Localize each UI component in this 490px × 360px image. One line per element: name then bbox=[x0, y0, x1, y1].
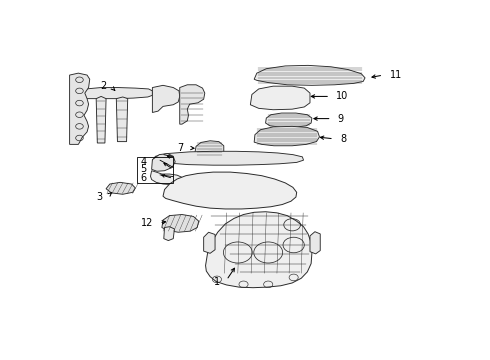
Polygon shape bbox=[195, 141, 224, 157]
Polygon shape bbox=[116, 97, 128, 141]
Polygon shape bbox=[162, 215, 199, 232]
Polygon shape bbox=[106, 183, 135, 194]
Text: 1: 1 bbox=[214, 276, 220, 287]
Polygon shape bbox=[96, 96, 106, 143]
Text: 8: 8 bbox=[341, 134, 346, 144]
Bar bbox=[137, 157, 173, 183]
Polygon shape bbox=[70, 73, 90, 144]
Polygon shape bbox=[254, 126, 319, 146]
Text: 4: 4 bbox=[140, 157, 147, 167]
Text: 2: 2 bbox=[100, 81, 106, 91]
Text: 11: 11 bbox=[390, 70, 402, 80]
Text: 9: 9 bbox=[338, 114, 344, 123]
Polygon shape bbox=[151, 153, 175, 171]
Polygon shape bbox=[79, 87, 152, 99]
Polygon shape bbox=[310, 232, 320, 254]
Text: 10: 10 bbox=[336, 91, 348, 102]
Polygon shape bbox=[150, 171, 183, 185]
Polygon shape bbox=[206, 212, 312, 288]
Text: 5: 5 bbox=[140, 165, 147, 175]
Polygon shape bbox=[163, 172, 297, 209]
Polygon shape bbox=[204, 232, 215, 253]
Text: 7: 7 bbox=[177, 143, 184, 153]
Polygon shape bbox=[266, 113, 312, 127]
Polygon shape bbox=[152, 85, 180, 112]
Text: 12: 12 bbox=[141, 219, 153, 228]
Polygon shape bbox=[164, 227, 174, 240]
Polygon shape bbox=[250, 86, 310, 110]
Polygon shape bbox=[152, 151, 303, 165]
Text: 3: 3 bbox=[96, 192, 102, 202]
Polygon shape bbox=[254, 66, 365, 85]
Polygon shape bbox=[180, 85, 205, 124]
Text: 6: 6 bbox=[140, 174, 147, 184]
